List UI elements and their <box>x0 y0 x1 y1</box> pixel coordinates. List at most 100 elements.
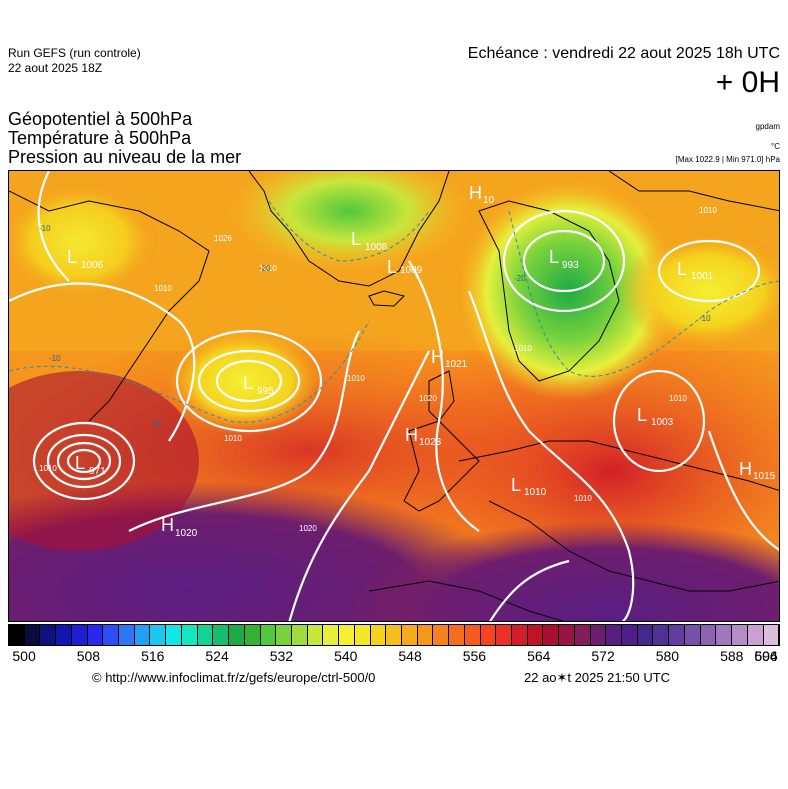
colorbar-tick-11: 588 <box>720 648 744 664</box>
colorbar-cell-35 <box>559 625 575 645</box>
colorbar-tick-6: 548 <box>398 648 422 664</box>
lead-time: + 0H <box>715 66 780 99</box>
isobar-label-1: 1010 <box>259 264 277 273</box>
isobar-label-7: 1010 <box>699 206 717 215</box>
colorbar-cell-38 <box>606 625 623 645</box>
colorbar-cell-43 <box>684 625 701 645</box>
colorbar-cell-16 <box>260 625 277 645</box>
colorbar-cell-34 <box>543 625 560 645</box>
colorbar-cell-37 <box>590 625 607 645</box>
colorbar-cell-48 <box>763 625 780 645</box>
isobar-labels: 1026 1010 1010 1010 1010 1020 1020 1010 … <box>39 206 717 533</box>
temp-label-3: -20 <box>259 264 271 273</box>
pc-12-letter: H <box>739 459 752 479</box>
isobar-label-6: 1020 <box>419 394 437 403</box>
isobar-label-9: 1010 <box>154 284 172 293</box>
pc-8-letter: L <box>549 247 559 267</box>
colorbar-cell-36 <box>574 625 591 645</box>
colorbar-cell-0 <box>9 625 25 645</box>
pc-5-value: 1009 <box>400 265 423 276</box>
pc-10-value: 1001 <box>691 271 714 282</box>
colorbar-cell-6 <box>103 625 120 645</box>
pc-11-letter: L <box>637 405 647 425</box>
colorbar-cell-1 <box>24 625 41 645</box>
colorbar-tick-13: 604 <box>754 648 778 664</box>
colorbar-cell-9 <box>150 625 167 645</box>
pc-0-letter: L <box>67 247 77 267</box>
isobar-label-10: 1010 <box>514 344 532 353</box>
colorbar-cell-41 <box>653 625 670 645</box>
credit-link[interactable]: © http://www.infoclimat.fr/z/gefs/europe… <box>92 670 376 685</box>
run-date: 22 aout 2025 18Z <box>8 61 103 75</box>
temp-label-0: -10 <box>39 224 51 233</box>
pc-7-letter: H <box>405 425 418 445</box>
pc-0-value: 1006 <box>81 260 104 271</box>
colorbar-cell-39 <box>622 625 638 645</box>
colorbar-cell-12 <box>197 625 214 645</box>
colorbar-cell-31 <box>496 625 512 645</box>
colorbar-cell-25 <box>401 625 418 645</box>
pc-6-value: 1021 <box>445 359 468 370</box>
isobar-label-4: 1010 <box>347 374 365 383</box>
pc-12-value: 1015 <box>753 471 776 482</box>
colorbar-cell-47 <box>747 625 764 645</box>
pressure-range: [Max 1022.9 | Min 971.0] hPa <box>675 155 780 164</box>
colorbar-tick-1: 508 <box>76 648 101 664</box>
pc-10-letter: L <box>677 259 687 279</box>
pc-5-letter: L <box>387 257 397 277</box>
colorbar-tick-5: 540 <box>334 648 358 664</box>
isobar-label-8: 1010 <box>574 494 592 503</box>
colorbar-cell-33 <box>527 625 544 645</box>
weather-map[interactable]: L 1006 L 995 L 971 H 1020 L 1008 L 1009 … <box>8 170 780 622</box>
param-geopotential: Géopotentiel à 500hPa <box>8 109 193 129</box>
pc-1-value: 995 <box>257 386 274 397</box>
pressure-centers: L 1006 L 995 L 971 H 1020 L 1008 L 1009 … <box>67 183 776 539</box>
pc-9-letter: H <box>469 183 482 203</box>
colorbar-tick-0: 500 <box>12 648 36 664</box>
colorbar-cell-23 <box>370 625 387 645</box>
pc-4-value: 1008 <box>365 242 388 253</box>
colorbar-cell-22 <box>354 625 371 645</box>
temp-contours <box>9 200 779 423</box>
param-pressure: Pression au niveau de la mer <box>8 147 242 167</box>
colorbar-cell-30 <box>480 625 497 645</box>
temp-labels: -10 -10 -10 -20 -20 -10 <box>39 224 711 428</box>
pc-2-value: 971 <box>89 466 106 477</box>
unit-temperature: °C <box>771 142 780 151</box>
valid-time: Echéance : vendredi 22 aout 2025 18h UTC <box>467 45 780 62</box>
colorbar-cell-46 <box>732 625 748 645</box>
isobar-label-0: 1026 <box>214 234 232 243</box>
temp-label-4: -20 <box>514 274 526 283</box>
pc-13-value: 1010 <box>524 487 547 498</box>
colorbar-cell-42 <box>669 625 685 645</box>
colorbar-cell-40 <box>637 625 654 645</box>
colorbar-cell-19 <box>307 625 324 645</box>
temp-label-5: -10 <box>49 354 61 363</box>
colorbar-tick-8: 564 <box>527 648 551 664</box>
colorbar-tick-7: 556 <box>462 648 487 664</box>
colorbar-tick-4: 532 <box>269 648 294 664</box>
colorbar-cell-44 <box>700 625 717 645</box>
colorbar-cell-24 <box>386 625 402 645</box>
temp-label-1: -10 <box>149 419 161 428</box>
isobar-label-3: 1010 <box>39 464 57 473</box>
map-svg: L 1006 L 995 L 971 H 1020 L 1008 L 1009 … <box>9 171 779 621</box>
temp-label-2: -10 <box>699 314 711 323</box>
colorbar-tick-3: 524 <box>205 648 229 664</box>
pc-4-letter: L <box>351 229 361 249</box>
colorbar-cell-3 <box>56 625 72 645</box>
pc-2-letter: L <box>75 453 85 473</box>
colorbar-cell-28 <box>449 625 465 645</box>
pc-7-value: 1023 <box>419 437 442 448</box>
colorbar-cell-20 <box>323 625 340 645</box>
pc-13-letter: L <box>511 475 521 495</box>
colorbar-cell-4 <box>71 625 88 645</box>
pc-6-letter: H <box>431 347 444 367</box>
colorbar-cell-7 <box>119 625 135 645</box>
colorbar-cell-45 <box>716 625 733 645</box>
colorbar-tick-2: 516 <box>141 648 165 664</box>
colorbar-cell-27 <box>433 625 450 645</box>
colorbar-tick-12: 596 <box>754 648 778 664</box>
colorbar <box>8 624 780 646</box>
colorbar-cell-21 <box>339 625 355 645</box>
